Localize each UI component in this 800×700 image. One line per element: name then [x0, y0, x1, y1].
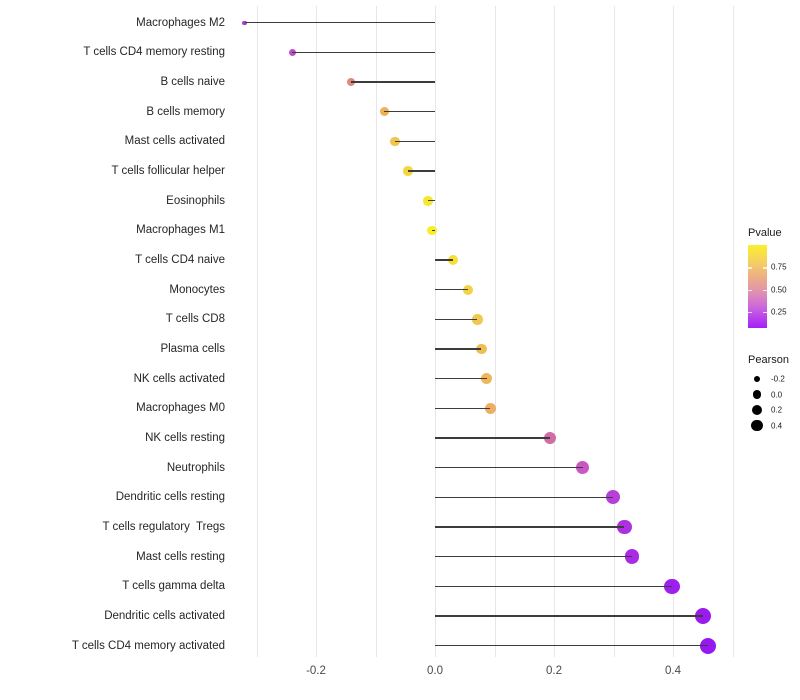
lollipop-stem [435, 437, 550, 439]
colorbar-tick-label: 0.75 [771, 262, 787, 272]
lollipop-dot [447, 255, 458, 266]
row-label: Macrophages M1 [136, 224, 225, 237]
pearson-size-label: 0.4 [771, 421, 783, 430]
pearson-size-dot [753, 375, 761, 383]
lollipop-dot [484, 402, 496, 414]
lollipop-stem [427, 200, 435, 202]
lollipop-dot [605, 490, 620, 505]
row-label: Mast cells resting [136, 550, 225, 563]
row-label: NK cells activated [133, 372, 225, 385]
gridline [732, 6, 734, 657]
colorbar-tick-mark [748, 312, 752, 314]
x-tick-label: -0.2 [306, 665, 326, 677]
lollipop-dot [379, 107, 389, 117]
row-label: Dendritic cells resting [115, 491, 225, 504]
lollipop-stem [435, 318, 478, 321]
pearson-legend-title: Pearson [748, 354, 789, 366]
pearson-size-dot [751, 404, 763, 416]
lollipop-stem [435, 467, 583, 469]
lollipop-stem [435, 378, 487, 380]
row-label: Dendritic cells activated [104, 610, 225, 622]
row-label: T cells follicular helper [111, 165, 225, 178]
row-label: Neutrophils [166, 461, 225, 474]
lollipop-dot [390, 136, 400, 147]
lollipop-stem [435, 289, 468, 291]
lollipop-dot [700, 637, 717, 654]
lollipop-dot [422, 195, 433, 206]
pearson-size-dot [751, 419, 763, 432]
x-tick-label: 0.2 [546, 665, 562, 677]
gridline [494, 6, 496, 657]
colorbar-tick-mark [748, 289, 752, 291]
lollipop-stem [435, 615, 703, 617]
pvalue-legend-title: Pvalue [748, 227, 782, 239]
row-label: T cells CD4 memory activated [71, 639, 225, 652]
gridline [435, 6, 436, 657]
lollipop-dot [481, 373, 493, 385]
row-label: Macrophages M0 [136, 402, 225, 415]
lollipop-dot [575, 461, 590, 475]
colorbar-tick-mark [763, 289, 767, 291]
gridline [673, 6, 674, 657]
lollipop-stem [408, 170, 435, 172]
lollipop-stem [435, 496, 613, 499]
lollipop-stem [432, 229, 435, 232]
pearson-size-label: -0.2 [771, 374, 785, 384]
lollipop-stem [435, 259, 453, 261]
pearson-size-label: 0.0 [771, 390, 783, 399]
row-label: Mast cells activated [124, 135, 225, 148]
colorbar-tick-mark [763, 267, 767, 269]
lollipop-stem [435, 526, 625, 528]
colorbar-tick-label: 0.50 [771, 285, 787, 295]
lollipop-stem [435, 585, 672, 588]
pvalue-colorbar [748, 245, 767, 328]
lollipop-stem [435, 348, 482, 350]
lollipop-stem [435, 644, 709, 647]
colorbar-tick-mark [748, 267, 752, 269]
lollipop-stem [435, 555, 632, 558]
lollipop-stem [395, 140, 435, 143]
lollipop-dot [624, 549, 640, 564]
gridline [375, 6, 377, 657]
row-label: B cells naive [160, 76, 225, 89]
x-tick-label: 0.4 [665, 665, 681, 677]
row-label: B cells memory [146, 105, 225, 118]
colorbar-tick-mark [763, 312, 767, 314]
pearson-size-dot [752, 390, 762, 399]
row-label: Plasma cells [160, 343, 225, 356]
pearson-size-label: 0.2 [771, 405, 783, 415]
row-label: Monocytes [169, 283, 225, 296]
row-label: Eosinophils [166, 194, 225, 207]
lollipop-stem [244, 22, 435, 24]
colorbar-tick-label: 0.25 [771, 307, 787, 317]
lollipop-dot [664, 578, 680, 595]
row-label: T cells CD4 naive [135, 254, 225, 267]
row-label: T cells regulatory Tregs [102, 521, 225, 534]
lollipop-stem [351, 81, 435, 83]
row-label: NK cells resting [145, 432, 225, 445]
row-label: Macrophages M2 [136, 16, 225, 29]
gridline [613, 6, 615, 657]
lollipop-stem [292, 51, 435, 54]
row-label: T cells CD8 [165, 313, 225, 326]
lollipop-stem [435, 407, 491, 410]
lollipop-dot [471, 314, 483, 325]
row-label: T cells CD4 memory resting [83, 46, 225, 59]
x-tick-label: 0.0 [427, 665, 443, 677]
lollipop-dot [694, 608, 711, 624]
gridline [256, 6, 258, 657]
lollipop-dot [242, 20, 247, 25]
row-label: T cells gamma delta [122, 580, 225, 593]
gridline [316, 6, 317, 657]
lollipop-stem [384, 111, 435, 113]
lollipop-dot [616, 519, 632, 535]
gridline [554, 6, 555, 657]
